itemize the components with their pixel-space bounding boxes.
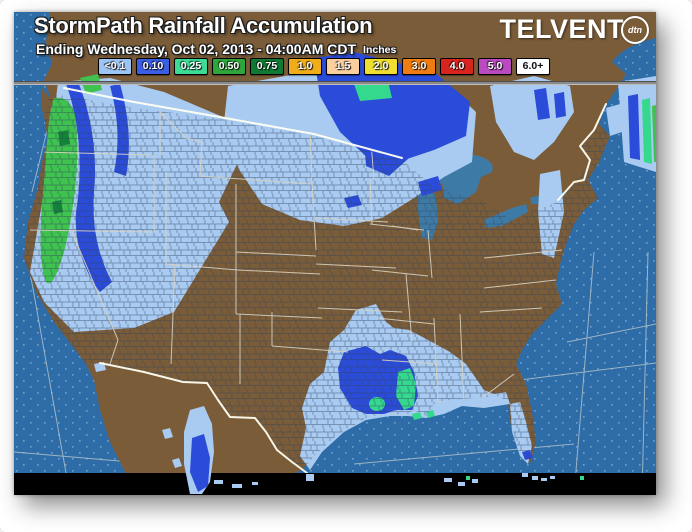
legend-swatch: 3.0 [402, 58, 436, 75]
gulf-of-california-rain [184, 406, 214, 494]
florida-keys [522, 473, 555, 481]
dtn-badge-icon: dtn [621, 15, 649, 44]
provider-logo: TELVENT dtn [499, 14, 649, 45]
map-canvas [14, 12, 656, 495]
header-separator [14, 81, 656, 85]
legend-row: <0.1 0.10 0.25 0.50 0.75 1.0 1.5 2.0 3.0 4.0 5.0 6.… [98, 58, 550, 75]
legend-swatch: 4.0 [440, 58, 474, 75]
country-border-lines [63, 87, 607, 474]
quebec-streaks [534, 88, 566, 120]
legend-swatch: 5.0 [478, 58, 512, 75]
map-header: StormPath Rainfall Accumulation Ending W… [14, 12, 656, 85]
quebec-rain-region [490, 76, 574, 160]
offmap-black-band [14, 473, 656, 495]
map-subtitle: Ending Wednesday, Oct 02, 2013 - 04:00AM… [36, 41, 396, 57]
legend-swatch: <0.1 [98, 58, 132, 75]
coastal-teal-specks [412, 410, 435, 420]
atlantic-teal-streak [642, 98, 652, 164]
atlantic-streak [628, 94, 640, 160]
legend-swatch: 1.0 [288, 58, 322, 75]
cuba-specks [444, 478, 478, 486]
legend-swatch: 1.5 [326, 58, 360, 75]
telvent-wordmark: TELVENT [499, 14, 624, 44]
valid-time-text: Ending Wednesday, Oct 02, 2013 - 04:00AM… [36, 41, 357, 57]
canada-prairie-rain-region [314, 52, 470, 162]
map-image-frame: StormPath Rainfall Accumulation Ending W… [14, 12, 656, 495]
legend-swatch: 0.25 [174, 58, 208, 75]
map-title: StormPath Rainfall Accumulation [34, 13, 373, 38]
state-border-lines [29, 100, 563, 405]
legend-swatch: 6.0+ [516, 58, 550, 75]
mexico-coast-specks [162, 428, 182, 468]
southern-specks [214, 473, 555, 488]
legend-swatch: 0.50 [212, 58, 246, 75]
gulf-of-california-core [190, 434, 210, 492]
atlantic-green-streak [652, 105, 656, 162]
legend-swatch: 2.0 [364, 58, 398, 75]
canada-teal-patch [354, 81, 392, 101]
us-mexico-border [99, 362, 308, 474]
us-canada-border [63, 87, 403, 159]
legend-swatch: 0.10 [136, 58, 170, 75]
bottom-center-specks [214, 474, 314, 488]
units-label: Inches [363, 44, 397, 56]
legend-swatch: 0.75 [250, 58, 284, 75]
us-canada-border-east [557, 103, 607, 201]
